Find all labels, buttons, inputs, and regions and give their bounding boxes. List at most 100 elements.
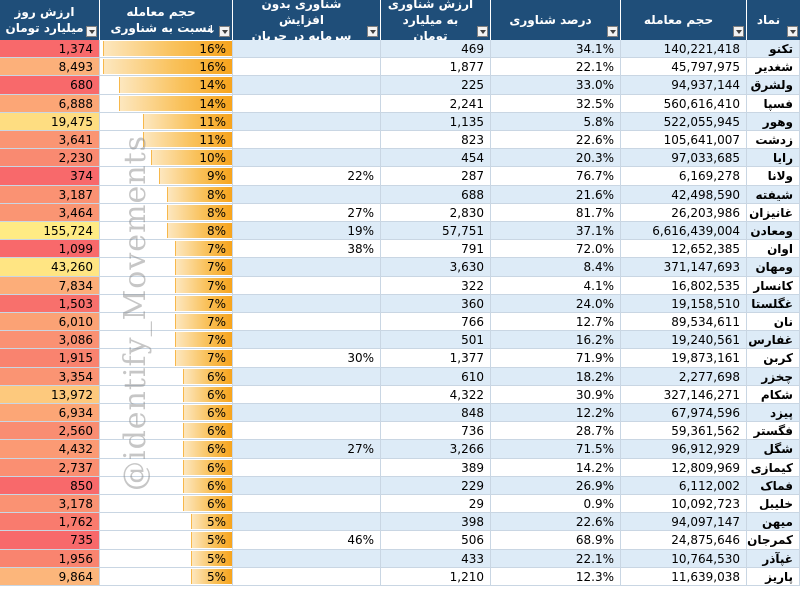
table-row[interactable]: 374 9% 22% 287 76.7% 6,169,278 ولانا [0,167,800,186]
table-row[interactable]: 2,737 6% 389 14.2% 12,809,969 کیمازی [0,458,800,477]
cell-float-value[interactable]: 848 [381,404,491,423]
cell-daily-value[interactable]: 19,475 [0,112,100,131]
cell-volume-ratio[interactable]: 5% [100,513,233,532]
table-row[interactable]: 1,374 16% 469 34.1% 140,221,418 تکنو [0,40,800,59]
cell-float-value[interactable]: 29 [381,495,491,514]
cell-volume[interactable]: 94,097,147 [621,513,747,532]
cell-volume-ratio[interactable]: 7% [100,349,233,368]
cell-volume-ratio[interactable]: 6% [100,422,233,441]
cell-float-pct[interactable]: 12.2% [491,404,621,423]
cell-symbol[interactable]: فسپا [747,94,800,113]
header-volume-ratio[interactable]: حجم معامله نسبت به شناوری ↓ [100,0,233,40]
table-row[interactable]: 1,099 7% 38% 791 72.0% 12,652,385 اوان [0,240,800,259]
cell-float-pct[interactable]: 28.7% [491,422,621,441]
header-symbol[interactable]: نماد [747,0,800,40]
cell-volume[interactable]: 19,158,510 [621,294,747,313]
cell-symbol[interactable]: فگستر [747,422,800,441]
header-float-no-capital[interactable]: شناوری بدون افزایش سرمایه در جریان [233,0,381,43]
cell-float-pct[interactable]: 21.6% [491,185,621,204]
cell-volume-ratio[interactable]: 6% [100,458,233,477]
cell-float-value[interactable]: 4,322 [381,385,491,404]
cell-float-value[interactable]: 3,266 [381,440,491,459]
cell-symbol[interactable]: غگلستا [747,294,800,313]
cell-float-pct[interactable]: 22.6% [491,131,621,150]
cell-daily-value[interactable]: 1,374 [0,40,100,59]
cell-float-value[interactable]: 322 [381,276,491,295]
cell-volume-ratio[interactable]: 7% [100,294,233,313]
cell-float-pct[interactable]: 32.5% [491,94,621,113]
cell-volume-ratio[interactable]: 7% [100,240,233,259]
cell-float-value[interactable]: 389 [381,458,491,477]
header-float-value[interactable]: ارزش شناوری به میلیارد تومان [381,0,491,43]
cell-daily-value[interactable]: 6,010 [0,313,100,332]
cell-volume-ratio[interactable]: 14% [100,76,233,95]
cell-symbol[interactable]: وهور [747,112,800,131]
cell-volume-ratio[interactable]: 7% [100,276,233,295]
cell-float-no-capital[interactable]: 27% [233,203,381,222]
cell-float-no-capital[interactable] [233,567,381,586]
cell-float-pct[interactable]: 71.9% [491,349,621,368]
table-row[interactable]: 13,972 6% 4,322 30.9% 327,146,271 شکام [0,385,800,404]
cell-daily-value[interactable]: 850 [0,476,100,495]
cell-symbol[interactable]: نان [747,313,800,332]
table-row[interactable]: 2,230 10% 454 20.3% 97,033,685 رایا [0,149,800,168]
cell-volume[interactable]: 42,498,590 [621,185,747,204]
cell-float-no-capital[interactable]: 38% [233,240,381,259]
table-row[interactable]: 680 14% 225 33.0% 94,937,144 ولشرق [0,76,800,95]
cell-float-no-capital[interactable] [233,131,381,150]
cell-daily-value[interactable]: 2,737 [0,458,100,477]
filter-dropdown-icon[interactable] [787,26,798,37]
cell-daily-value[interactable]: 735 [0,531,100,550]
cell-volume-ratio[interactable]: 9% [100,167,233,186]
cell-float-pct[interactable]: 12.3% [491,567,621,586]
cell-symbol[interactable]: پاریز [747,567,800,586]
cell-volume-ratio[interactable]: 6% [100,367,233,386]
cell-float-no-capital[interactable] [233,149,381,168]
table-row[interactable]: 1,503 7% 360 24.0% 19,158,510 غگلستا [0,294,800,313]
cell-float-value[interactable]: 1,135 [381,112,491,131]
cell-float-no-capital[interactable] [233,94,381,113]
cell-daily-value[interactable]: 6,934 [0,404,100,423]
cell-symbol[interactable]: تکنو [747,40,800,59]
table-row[interactable]: 850 6% 229 26.9% 6,112,002 فماک [0,476,800,495]
cell-float-value[interactable]: 688 [381,185,491,204]
cell-volume-ratio[interactable]: 8% [100,203,233,222]
cell-daily-value[interactable]: 8,493 [0,58,100,77]
cell-float-no-capital[interactable]: 27% [233,440,381,459]
cell-float-pct[interactable]: 22.6% [491,513,621,532]
table-row[interactable]: 6,934 6% 848 12.2% 67,974,596 پیزد [0,404,800,423]
cell-volume[interactable]: 94,937,144 [621,76,747,95]
cell-float-no-capital[interactable] [233,513,381,532]
table-row[interactable]: 3,086 7% 501 16.2% 19,240,561 غفارس [0,331,800,350]
cell-volume[interactable]: 327,146,271 [621,385,747,404]
cell-volume[interactable]: 6,616,439,004 [621,222,747,241]
cell-volume-ratio[interactable]: 8% [100,185,233,204]
cell-float-pct[interactable]: 16.2% [491,331,621,350]
cell-daily-value[interactable]: 1,915 [0,349,100,368]
cell-daily-value[interactable]: 1,099 [0,240,100,259]
cell-daily-value[interactable]: 3,354 [0,367,100,386]
cell-float-pct[interactable]: 26.9% [491,476,621,495]
cell-float-pct[interactable]: 24.0% [491,294,621,313]
filter-dropdown-icon[interactable] [367,26,378,37]
cell-volume[interactable]: 10,764,530 [621,549,747,568]
cell-volume[interactable]: 6,169,278 [621,167,747,186]
cell-volume[interactable]: 140,221,418 [621,40,747,59]
cell-float-no-capital[interactable] [233,422,381,441]
cell-float-pct[interactable]: 34.1% [491,40,621,59]
cell-symbol[interactable]: غفارس [747,331,800,350]
cell-volume-ratio[interactable]: 7% [100,313,233,332]
table-row[interactable]: 3,178 6% 29 0.9% 10,092,723 خلیبل [0,495,800,514]
cell-volume-ratio[interactable]: 7% [100,258,233,277]
cell-float-value[interactable]: 1,210 [381,567,491,586]
cell-symbol[interactable]: رایا [747,149,800,168]
cell-volume[interactable]: 16,802,535 [621,276,747,295]
cell-float-value[interactable]: 469 [381,40,491,59]
cell-float-value[interactable]: 766 [381,313,491,332]
cell-volume-ratio[interactable]: 16% [100,58,233,77]
cell-volume[interactable]: 67,974,596 [621,404,747,423]
cell-float-no-capital[interactable] [233,385,381,404]
filter-dropdown-icon[interactable] [607,26,618,37]
cell-volume[interactable]: 45,797,975 [621,58,747,77]
cell-float-no-capital[interactable] [233,76,381,95]
